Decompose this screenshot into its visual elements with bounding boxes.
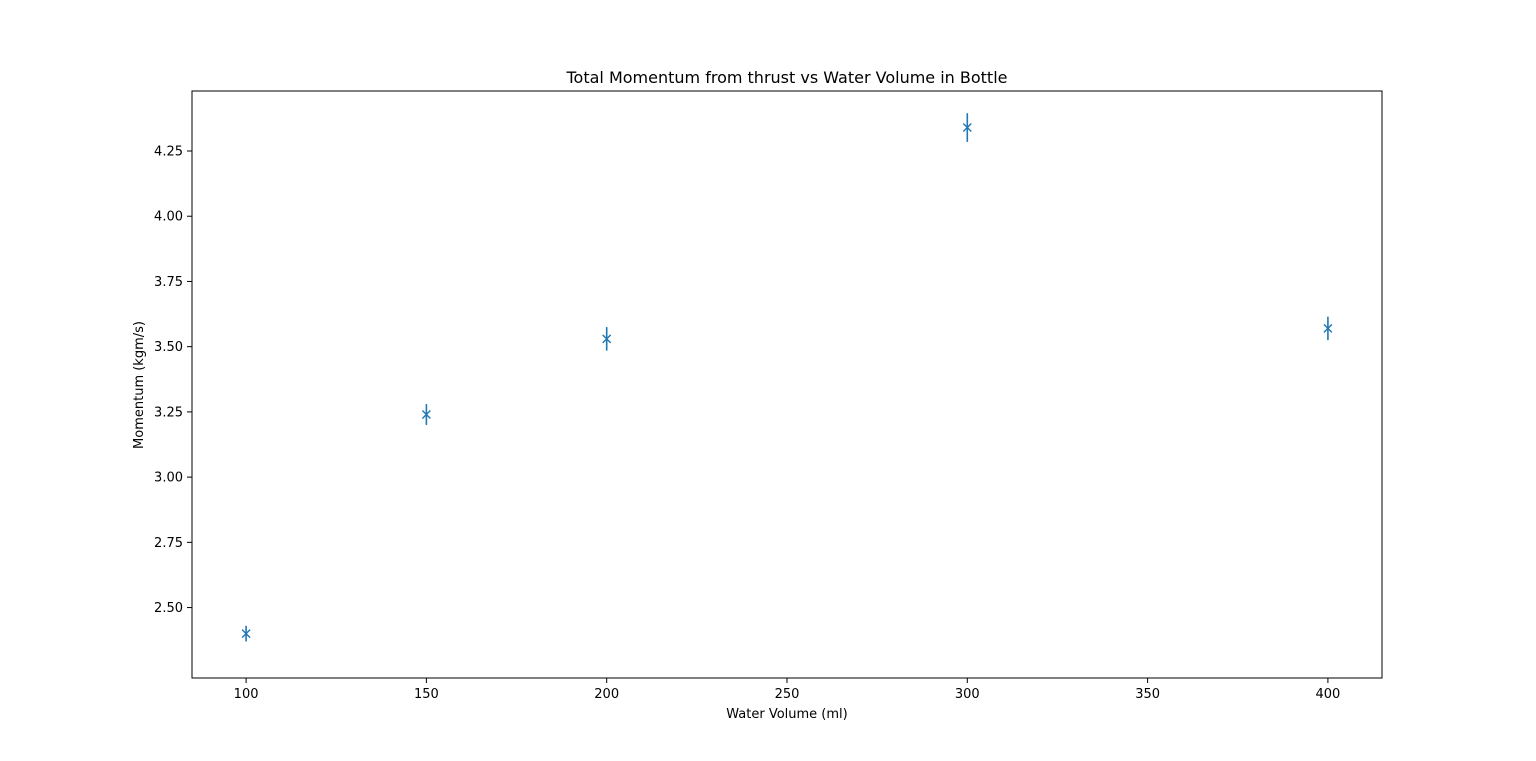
x-tick-label: 250 — [775, 687, 800, 702]
x-axis-title: Water Volume (ml) — [726, 707, 847, 722]
plot-frame — [191, 90, 1383, 679]
x-tick-label: 400 — [1315, 687, 1340, 702]
y-axis-title: Momentum (kgm/s) — [132, 321, 147, 449]
y-tick-label: 4.25 — [154, 145, 183, 160]
x-tick-label: 150 — [414, 687, 439, 702]
y-tick-label: 3.75 — [154, 275, 183, 290]
x-tick-label: 350 — [1135, 687, 1160, 702]
x-tick-label: 200 — [594, 687, 619, 702]
data-point — [1323, 323, 1333, 333]
data-point — [602, 334, 612, 344]
data-point — [241, 629, 251, 639]
y-tick-label: 2.50 — [154, 601, 183, 616]
y-tick-label: 2.75 — [154, 536, 183, 551]
x-tick-label: 300 — [955, 687, 980, 702]
data-point — [962, 123, 972, 133]
y-tick-label: 3.25 — [154, 405, 183, 420]
y-tick-label: 4.00 — [154, 210, 183, 225]
y-tick-label: 3.00 — [154, 471, 183, 486]
plot-area: 100 150 200 250 300 350 400 2.50 2.75 3.00 3.25 3.5… — [154, 90, 1383, 702]
x-tick-label: 100 — [234, 687, 259, 702]
data-point — [421, 410, 431, 419]
y-tick-label: 3.50 — [154, 340, 183, 355]
chart-title: Total Momentum from thrust vs Water Volu… — [566, 68, 1008, 87]
